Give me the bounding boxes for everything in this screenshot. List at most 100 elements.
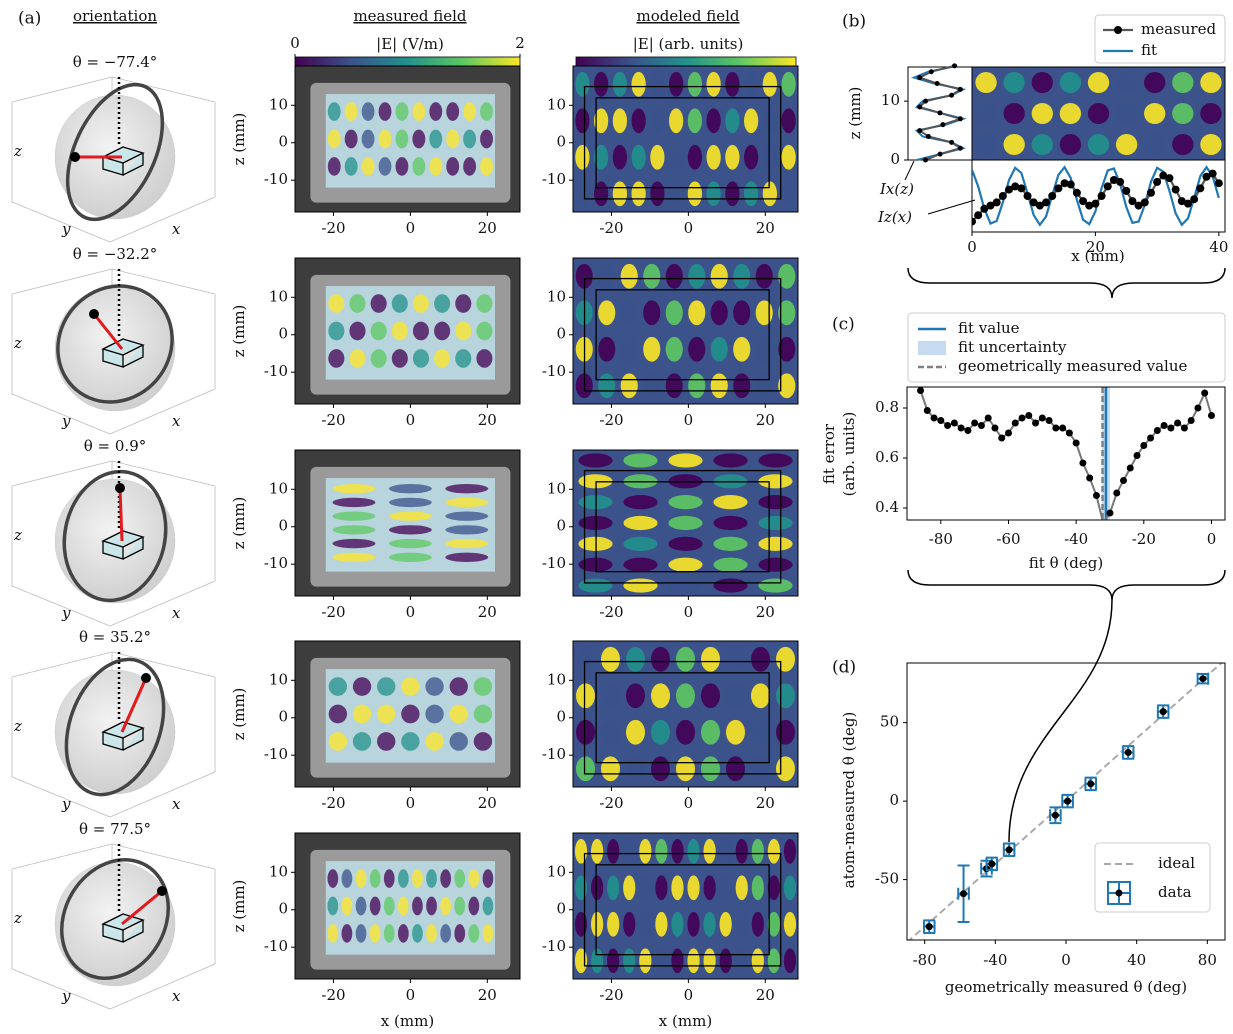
field-blob bbox=[328, 130, 341, 149]
data-point bbox=[1098, 192, 1106, 200]
field-blob bbox=[349, 349, 365, 368]
field-blob bbox=[426, 869, 437, 888]
field-blob bbox=[666, 337, 683, 362]
y-tick-label: 0 bbox=[556, 133, 566, 151]
field-blob bbox=[707, 145, 721, 170]
field-blob bbox=[643, 337, 660, 362]
side-point bbox=[923, 99, 928, 104]
colorbar-tick-label: 2 bbox=[515, 34, 525, 52]
field-blob bbox=[356, 869, 367, 888]
y-tick-label: 0 bbox=[890, 150, 900, 168]
orientation-angle: θ = 35.2° bbox=[79, 628, 151, 646]
x-tick-label: -20 bbox=[1132, 530, 1156, 548]
data-point bbox=[1127, 465, 1134, 472]
x-tick-label: 20 bbox=[756, 411, 775, 429]
field-blob bbox=[1032, 134, 1053, 155]
field-blob bbox=[676, 720, 695, 745]
field-blob bbox=[671, 912, 683, 937]
field-blob bbox=[650, 108, 664, 133]
field-blob bbox=[329, 705, 347, 724]
y-axis-label: z (mm) bbox=[230, 688, 248, 741]
field-blob bbox=[483, 869, 494, 888]
data-point bbox=[1181, 425, 1188, 432]
field-blob bbox=[776, 720, 795, 745]
x-tick-label: 80 bbox=[1198, 951, 1217, 969]
field-blob bbox=[626, 647, 645, 672]
x-tick-label: -20 bbox=[599, 986, 623, 1004]
field-blob bbox=[632, 181, 646, 206]
field-blob bbox=[327, 897, 338, 916]
data-point bbox=[1140, 442, 1147, 449]
colorbar-tick-label: 0 bbox=[290, 34, 300, 52]
data-point bbox=[1025, 412, 1032, 419]
field-blob bbox=[607, 948, 619, 973]
field-blob bbox=[483, 897, 494, 916]
field-blob bbox=[643, 300, 660, 325]
colorbar-label: |E| (V/m) bbox=[376, 35, 444, 53]
field-blob bbox=[669, 72, 683, 97]
field-blob bbox=[412, 924, 423, 943]
field-blob bbox=[575, 145, 589, 170]
field-blob bbox=[701, 683, 720, 708]
field-blob bbox=[758, 516, 792, 530]
data-point bbox=[1104, 182, 1112, 190]
field-blob bbox=[668, 495, 702, 509]
field-blob bbox=[671, 839, 683, 864]
field-blob bbox=[1003, 134, 1024, 155]
data-point bbox=[960, 890, 967, 897]
data-point bbox=[958, 425, 965, 432]
field-blob bbox=[621, 300, 638, 325]
side-point bbox=[938, 110, 943, 115]
field-blob bbox=[1116, 134, 1137, 155]
model-bg bbox=[573, 833, 798, 979]
x-tick-label: -20 bbox=[321, 986, 345, 1004]
field-blob bbox=[356, 897, 367, 916]
field-blob bbox=[713, 453, 747, 467]
x-tick-label: -80 bbox=[929, 530, 953, 548]
y-tick-label: 10 bbox=[269, 479, 288, 497]
field-blob bbox=[639, 912, 651, 937]
field-blob bbox=[666, 300, 683, 325]
field-blob bbox=[621, 264, 638, 289]
side-point bbox=[929, 69, 934, 74]
field-blob bbox=[370, 897, 381, 916]
field-blob bbox=[349, 294, 365, 313]
data-point bbox=[1052, 812, 1059, 819]
field-blob bbox=[632, 145, 646, 170]
field-blob bbox=[736, 912, 748, 937]
field-blob bbox=[434, 294, 450, 313]
x-tick-label: 0 bbox=[684, 794, 694, 812]
y-tick-label: 0 bbox=[278, 517, 288, 535]
field-blob bbox=[329, 732, 347, 751]
field-blob bbox=[666, 264, 683, 289]
field-blob bbox=[623, 516, 657, 530]
field-blob bbox=[688, 72, 702, 97]
field-blob bbox=[701, 720, 720, 745]
y-axis-label: z (mm) bbox=[846, 87, 864, 140]
brace bbox=[908, 268, 1225, 298]
field-blob bbox=[726, 756, 745, 781]
field-blob bbox=[434, 349, 450, 368]
axis-letter: z bbox=[13, 142, 22, 160]
y-axis-label: z (mm) bbox=[230, 497, 248, 550]
y-tick-label: -10 bbox=[542, 745, 566, 763]
field-blob bbox=[687, 839, 699, 864]
field-blob bbox=[676, 756, 695, 781]
series-line bbox=[972, 167, 1219, 225]
field-blob bbox=[398, 924, 409, 943]
field-blob bbox=[468, 924, 479, 943]
data-point bbox=[1134, 452, 1141, 459]
data-point bbox=[1154, 427, 1161, 434]
field-blob bbox=[575, 875, 587, 900]
field-blob bbox=[736, 839, 748, 864]
field-blob bbox=[613, 181, 627, 206]
x-tick-label: 20 bbox=[756, 603, 775, 621]
plot-area bbox=[295, 450, 520, 596]
data-point bbox=[971, 420, 978, 427]
y-tick-label: -10 bbox=[542, 554, 566, 572]
field-blob bbox=[455, 294, 471, 313]
annotation: Iz(x) bbox=[877, 208, 912, 226]
field-blob bbox=[356, 924, 367, 943]
field-blob bbox=[744, 108, 758, 133]
field-blob bbox=[384, 924, 395, 943]
